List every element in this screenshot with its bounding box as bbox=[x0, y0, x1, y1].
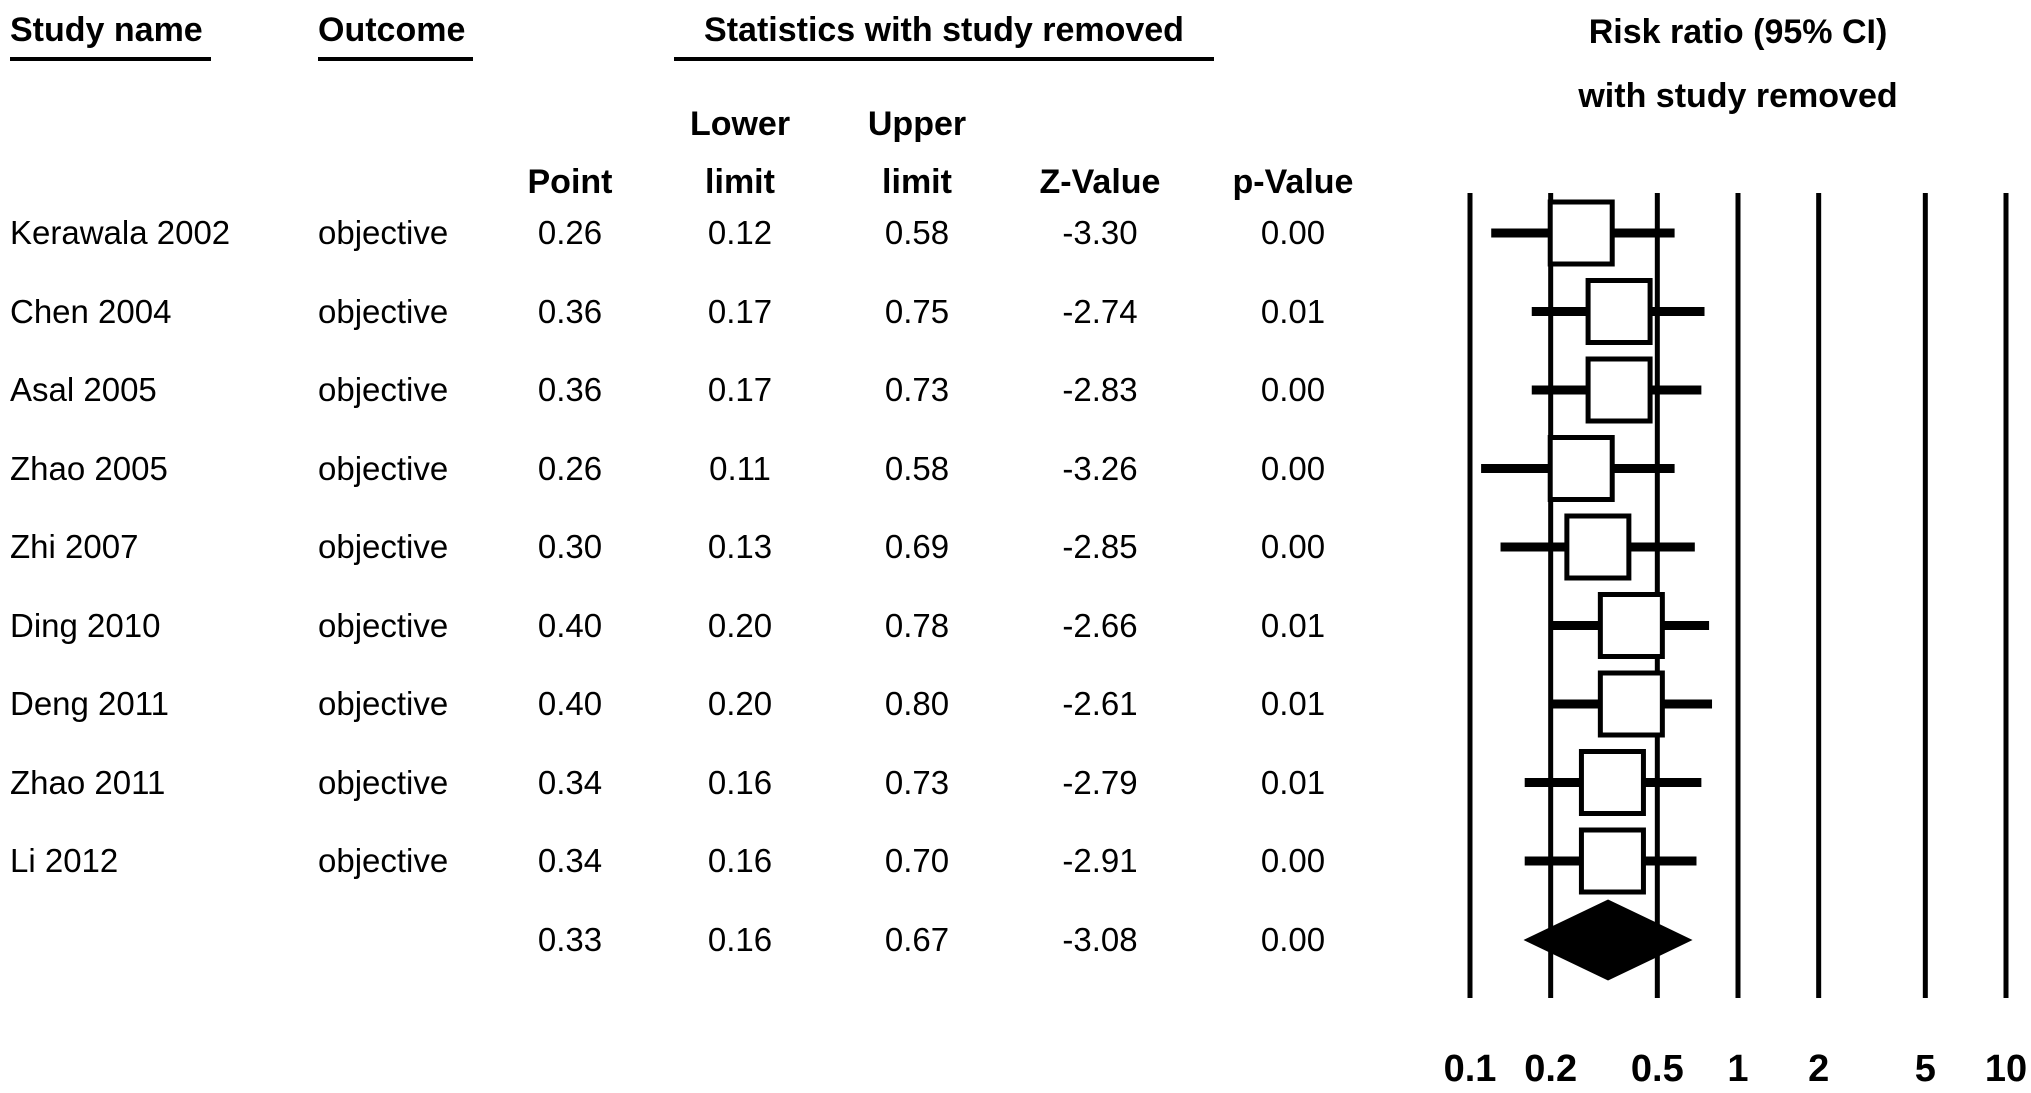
p-value-column-header: p-Value bbox=[1232, 163, 1354, 201]
outcome-cell: objective bbox=[318, 449, 449, 487]
lower-limit-cell: 0.13 bbox=[707, 528, 773, 565]
p-value-cell: 0.01 bbox=[1260, 763, 1326, 801]
upper-limit-cell: 0.78 bbox=[884, 606, 950, 644]
study-name-cell: Ding 2010 bbox=[10, 606, 161, 644]
lower-limit-cell: 0.20 bbox=[707, 606, 773, 644]
point-square-zhao-2005 bbox=[1547, 435, 1615, 502]
z-value-cell: -2.66 bbox=[1062, 606, 1138, 644]
upper-limit-cell: 0.73 bbox=[884, 763, 950, 801]
upper-limit-cell: 0.58 bbox=[884, 449, 950, 487]
x-tick-label-5: 5 bbox=[1915, 1048, 1936, 1090]
study-name-cell: Zhi 2007 bbox=[10, 528, 139, 565]
outcome-cell: objective bbox=[318, 528, 449, 565]
upper-limit-cell: 0.80 bbox=[884, 685, 950, 722]
p-value-cell: 0.00 bbox=[1260, 921, 1326, 958]
outcome-cell: objective bbox=[318, 214, 449, 251]
z-value-cell: -2.61 bbox=[1062, 685, 1138, 722]
lower-limit-header-line1: Lower bbox=[689, 105, 791, 143]
x-tick-label-0.2: 0.2 bbox=[1524, 1048, 1577, 1090]
p-value-cell: 0.01 bbox=[1260, 606, 1326, 644]
lower-limit-header-line2: limit bbox=[705, 163, 775, 201]
z-value-column-header: Z-Value bbox=[1039, 163, 1161, 201]
p-value-cell: 0.00 bbox=[1260, 842, 1326, 879]
lower-limit-cell: 0.11 bbox=[709, 449, 771, 487]
x-tick-label-0.5: 0.5 bbox=[1631, 1048, 1684, 1090]
lower-limit-cell: 0.16 bbox=[707, 842, 773, 879]
point-square-ding-2010 bbox=[1597, 592, 1665, 659]
point-square-zhi-2007 bbox=[1564, 513, 1632, 581]
z-value-cell: -2.74 bbox=[1062, 292, 1138, 330]
study-name-cell: Zhao 2011 bbox=[10, 763, 166, 801]
p-value-cell: 0.00 bbox=[1260, 371, 1326, 408]
statistics-group-header: Statistics with study removed bbox=[674, 10, 1214, 61]
outcome-cell: objective bbox=[318, 606, 449, 644]
outcome-cell: objective bbox=[318, 763, 449, 801]
point-estimate-cell: 0.34 bbox=[537, 763, 603, 801]
outcome-cell: objective bbox=[318, 842, 449, 879]
point-square-kerawala-2002 bbox=[1547, 199, 1615, 267]
x-tick-label-1: 1 bbox=[1727, 1048, 1748, 1090]
lower-limit-cell: 0.16 bbox=[707, 921, 773, 958]
point-estimate-cell: 0.26 bbox=[537, 449, 603, 487]
plot-title-line1: Risk ratio (95% CI) bbox=[1588, 13, 1888, 51]
upper-limit-header-line2: limit bbox=[882, 163, 952, 201]
point-square-asal-2005 bbox=[1585, 356, 1653, 424]
study-name-cell: Chen 2004 bbox=[10, 292, 172, 330]
z-value-cell: -3.08 bbox=[1062, 921, 1138, 958]
lower-limit-cell: 0.17 bbox=[707, 292, 773, 330]
upper-limit-header-line1: Upper bbox=[867, 105, 967, 143]
study-name-column-header: Study name bbox=[10, 10, 211, 61]
point-square-deng-2011 bbox=[1597, 670, 1665, 738]
point-estimate-cell: 0.40 bbox=[537, 685, 603, 722]
outcome-column-header: Outcome bbox=[318, 10, 474, 61]
study-name-cell: Deng 2011 bbox=[10, 685, 170, 722]
z-value-cell: -2.83 bbox=[1062, 371, 1138, 408]
p-value-cell: 0.01 bbox=[1260, 292, 1326, 330]
p-value-cell: 0.01 bbox=[1260, 685, 1326, 722]
point-estimate-cell: 0.33 bbox=[537, 921, 603, 958]
upper-limit-cell: 0.69 bbox=[884, 528, 950, 565]
x-tick-label-2: 2 bbox=[1808, 1048, 1829, 1090]
lower-limit-cell: 0.20 bbox=[707, 685, 773, 722]
study-name-cell: Kerawala 2002 bbox=[10, 214, 231, 251]
outcome-cell: objective bbox=[318, 371, 449, 408]
plot-title-line2: with study removed bbox=[1578, 77, 1898, 115]
point-estimate-cell: 0.30 bbox=[537, 528, 603, 565]
lower-limit-cell: 0.17 bbox=[707, 371, 773, 408]
p-value-cell: 0.00 bbox=[1260, 214, 1326, 251]
point-estimate-cell: 0.36 bbox=[537, 371, 603, 408]
upper-limit-cell: 0.73 bbox=[884, 371, 950, 408]
study-name-cell: Li 2012 bbox=[10, 842, 119, 879]
x-tick-label-10: 10 bbox=[1985, 1048, 2027, 1090]
z-value-cell: -2.79 bbox=[1062, 763, 1138, 801]
upper-limit-cell: 0.58 bbox=[884, 214, 950, 251]
upper-limit-cell: 0.67 bbox=[884, 921, 950, 958]
lower-limit-cell: 0.16 bbox=[707, 763, 773, 801]
upper-limit-cell: 0.75 bbox=[884, 292, 950, 330]
point-estimate-cell: 0.36 bbox=[537, 292, 603, 330]
outcome-cell: objective bbox=[318, 685, 449, 722]
x-tick-label-0.1: 0.1 bbox=[1444, 1048, 1497, 1090]
outcome-cell: objective bbox=[318, 292, 449, 330]
pooled-diamond bbox=[1523, 899, 1693, 981]
study-name-cell: Asal 2005 bbox=[10, 371, 157, 408]
z-value-cell: -2.85 bbox=[1062, 528, 1138, 565]
z-value-cell: -3.26 bbox=[1062, 449, 1138, 487]
point-square-zhao-2011 bbox=[1578, 749, 1646, 816]
p-value-cell: 0.00 bbox=[1260, 528, 1326, 565]
point-estimate-cell: 0.40 bbox=[537, 606, 603, 644]
point-estimate-cell: 0.26 bbox=[537, 214, 603, 251]
study-name-cell: Zhao 2005 bbox=[10, 449, 168, 487]
point-square-li-2012 bbox=[1578, 827, 1646, 895]
point-estimate-cell: 0.34 bbox=[537, 842, 603, 879]
lower-limit-cell: 0.12 bbox=[707, 214, 773, 251]
p-value-cell: 0.00 bbox=[1260, 449, 1326, 487]
upper-limit-cell: 0.70 bbox=[884, 842, 950, 879]
point-square-chen-2004 bbox=[1585, 278, 1653, 345]
z-value-cell: -2.91 bbox=[1062, 842, 1138, 879]
z-value-cell: -3.30 bbox=[1062, 214, 1138, 251]
point-column-header: Point bbox=[527, 163, 613, 201]
